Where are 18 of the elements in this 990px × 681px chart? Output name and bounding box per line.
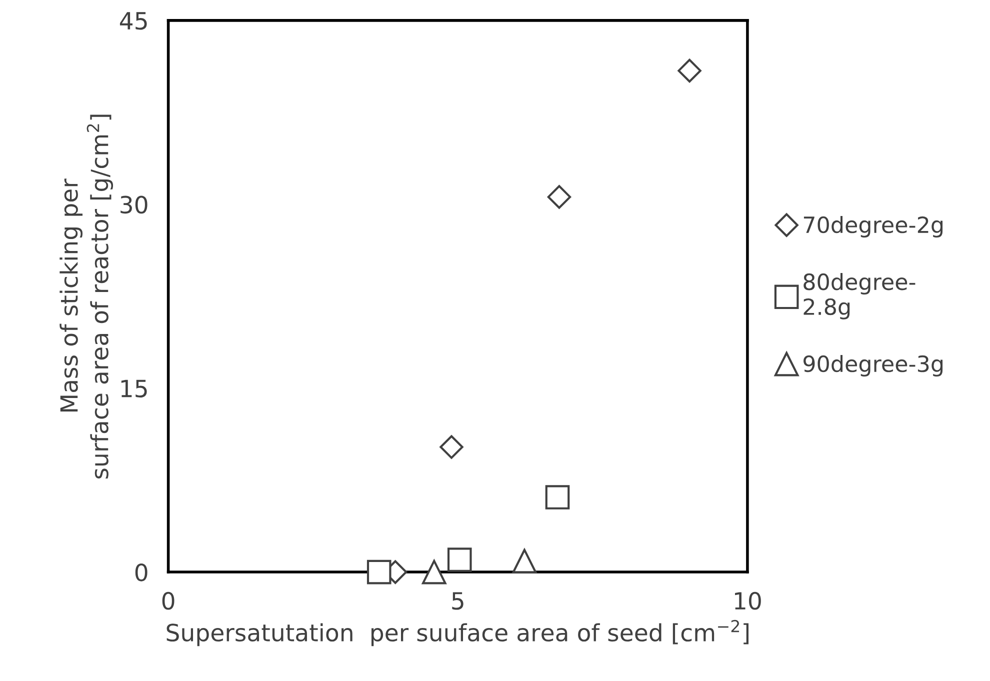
y-axis-title: Mass of sticking per surface area of reactor [g/cm$^{2}$] [60, 114, 114, 479]
point [447, 548, 472, 572]
legend-label: 80degree- 2.8g [804, 273, 916, 320]
y-tick-label: 0 [135, 563, 148, 582]
y-tick-label: 45 [120, 12, 147, 30]
x-axis-title: Supersatutation per suuface area of seed [cm$^{−2}$] [166, 620, 748, 646]
y-tick-label: 15 [121, 380, 147, 398]
x-tick-label: 10 [735, 592, 761, 610]
x-tick-label: 5 [452, 592, 464, 610]
y-tick-label: 30 [120, 196, 148, 214]
point [545, 485, 570, 510]
x-tick-label: 0 [162, 592, 174, 610]
point [366, 560, 392, 584]
point [440, 435, 464, 459]
legend-label: 70degree-2g [804, 216, 943, 238]
point [422, 560, 446, 584]
point [512, 548, 537, 574]
legend-label: 90degree-3g [804, 354, 943, 376]
